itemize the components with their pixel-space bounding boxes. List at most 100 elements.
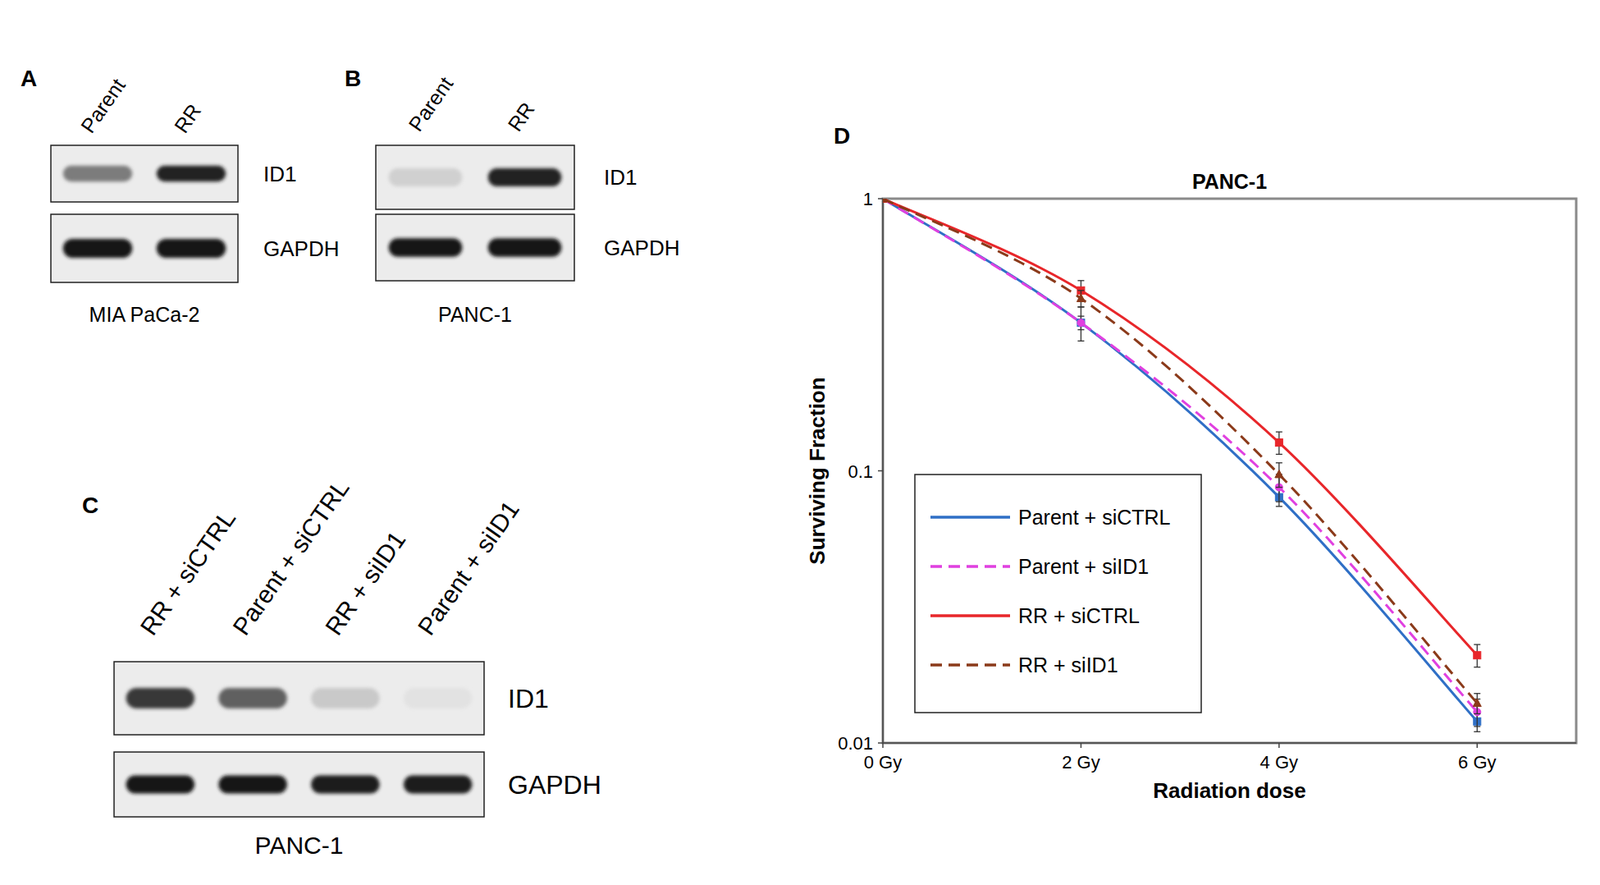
- error-cap: [1473, 725, 1481, 727]
- data-layer: [882, 198, 1482, 732]
- marker: [1473, 651, 1482, 659]
- x-tick: [1080, 742, 1083, 748]
- error-cap: [1275, 453, 1283, 455]
- lane-label: Parent: [76, 73, 130, 137]
- marker: [1472, 698, 1482, 707]
- marker: [1275, 438, 1283, 447]
- series-line: [882, 198, 1477, 722]
- legend-swatch: [930, 662, 1011, 667]
- panel-label: B: [344, 65, 362, 92]
- error-cap: [1473, 666, 1481, 668]
- error-bar: [1077, 290, 1084, 307]
- lane-label: RR + siID1: [320, 525, 412, 640]
- error-cap: [1275, 500, 1283, 502]
- y-tick-label: 0.01: [837, 732, 874, 754]
- band: [156, 238, 226, 258]
- band: [218, 774, 287, 793]
- series-line: [882, 198, 1477, 712]
- y-tick: [877, 470, 883, 472]
- error-cap: [1275, 430, 1283, 432]
- marker: [882, 198, 887, 202]
- band: [310, 774, 380, 793]
- x-tick: [1278, 742, 1280, 748]
- error-cap: [1077, 306, 1084, 307]
- chart-title: PANC-1: [1192, 169, 1267, 193]
- blot-caption: PANC-1: [438, 302, 512, 326]
- y-tick-label: 1: [863, 188, 874, 210]
- legend: Parent + siCTRL Parent + siID1 RR + siCTRL…: [914, 474, 1202, 713]
- error-cap: [1473, 713, 1481, 714]
- chart: D PANC-1 0.01 0.1 1 0 Gy 2 Gy 4 Gy 6 Gy Radiation…: [804, 123, 1577, 803]
- legend-swatch: [930, 613, 1011, 618]
- error-cap: [1077, 289, 1084, 291]
- marker: [1077, 319, 1085, 327]
- lane-label: Parent + siID1: [412, 495, 526, 640]
- blot-strip: [50, 145, 238, 202]
- band: [63, 165, 133, 182]
- band: [403, 687, 472, 709]
- x-axis: [882, 741, 1577, 744]
- x-tick: [882, 742, 884, 748]
- protein-label: GAPDH: [603, 235, 680, 261]
- x-tick-label: 2 Gy: [1061, 751, 1100, 773]
- lane-label: RR: [169, 99, 206, 138]
- error-cap: [1275, 505, 1283, 507]
- y-tick-label: 0.1: [847, 461, 874, 482]
- band: [388, 237, 463, 257]
- protein-label: ID1: [603, 164, 637, 190]
- plot-frame: [882, 198, 1577, 743]
- panel-label: A: [20, 65, 37, 92]
- blot-strip: [114, 751, 485, 817]
- blot-panel: B Parent RR ID1 GAPDH PANC-1: [344, 65, 680, 326]
- error-cap: [1077, 340, 1084, 342]
- band: [126, 774, 195, 793]
- error-cap: [1077, 306, 1084, 307]
- marker: [1077, 319, 1085, 327]
- x-axis-label: Radiation dose: [1152, 777, 1306, 803]
- error-bar: [1473, 693, 1481, 714]
- x-tick-label: 4 Gy: [1260, 751, 1299, 773]
- band: [310, 687, 380, 709]
- error-cap: [1275, 486, 1283, 488]
- band: [156, 165, 226, 182]
- lane-label: Parent: [403, 72, 458, 135]
- protein-label: GAPDH: [507, 769, 602, 800]
- x-tick-label: 0 Gy: [864, 751, 902, 773]
- protein-label: GAPDH: [263, 236, 339, 261]
- legend-box: [914, 474, 1202, 713]
- error-cap: [1275, 461, 1283, 463]
- legend-label: RR + siCTRL: [1018, 603, 1140, 627]
- error-cap: [1473, 643, 1481, 645]
- error-bar: [1077, 306, 1084, 341]
- blot-strip: [114, 661, 485, 735]
- y-axis-label: Surviving Fraction: [804, 376, 830, 564]
- blot-panel: CRR + siCTRLParent + siCTRLRR + siID1Par…: [82, 474, 602, 859]
- x-tick-label: 6 Gy: [1458, 751, 1496, 773]
- error-bar: [1077, 280, 1084, 302]
- band: [218, 687, 287, 709]
- y-tick: [877, 197, 883, 200]
- panel-label: C: [82, 492, 99, 518]
- blot-panel: AParentRRID1GAPDHMIA PaCa-2: [20, 65, 339, 326]
- band: [388, 168, 463, 187]
- x-tick: [1476, 742, 1479, 748]
- band: [63, 238, 133, 258]
- legend-label: Parent + siCTRL: [1018, 505, 1171, 529]
- y-tick: [877, 741, 883, 744]
- blot-strip: [50, 214, 238, 283]
- band: [488, 168, 563, 187]
- band: [488, 237, 563, 257]
- blot-strip: [375, 145, 575, 210]
- band: [403, 774, 472, 793]
- legend-label: Parent + siID1: [1018, 554, 1149, 578]
- panel-label: D: [833, 123, 851, 149]
- blot-caption: PANC-1: [255, 831, 344, 859]
- protein-label: ID1: [263, 161, 297, 187]
- figure: AParentRRID1GAPDHMIA PaCa-2BParentRRID1G…: [0, 0, 1600, 885]
- error-bar: [1275, 431, 1283, 454]
- error-cap: [1077, 279, 1084, 281]
- lane-label: RR + siCTRL: [134, 504, 241, 640]
- error-cap: [1473, 731, 1481, 732]
- lane-label: RR: [502, 97, 540, 136]
- error-cap: [1473, 692, 1481, 694]
